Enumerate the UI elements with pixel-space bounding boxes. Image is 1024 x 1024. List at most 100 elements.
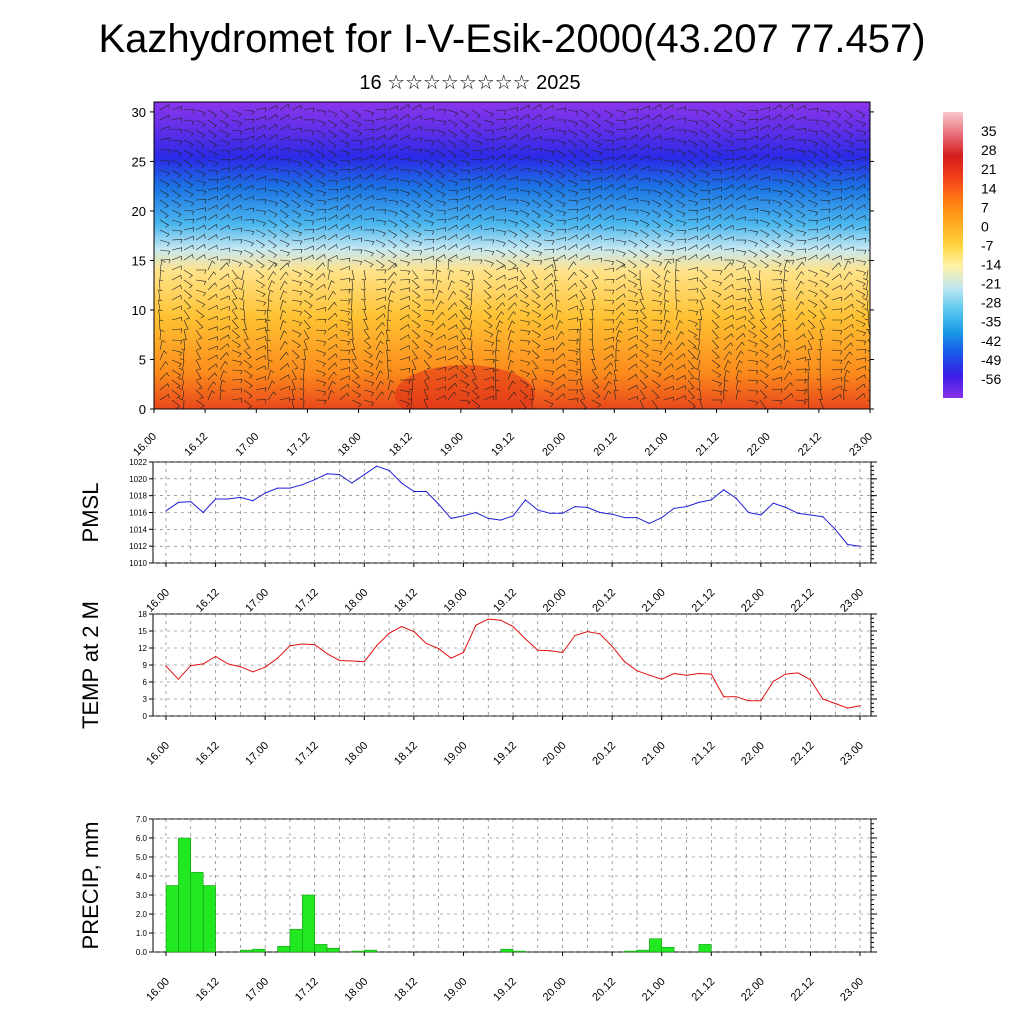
wind-barb [327,389,335,401]
wind-barb [519,134,530,141]
x-tick-label: 22.12 [789,740,817,768]
wind-barb [699,198,711,203]
wind-barb [555,309,562,321]
wind-barb [543,179,554,189]
wind-barb [855,357,867,362]
wind-barb [519,309,530,317]
wind-barb [615,217,627,223]
wind-barb [759,259,769,269]
wind-barb [855,165,866,171]
wind-barb [831,308,843,313]
wind-barb [615,173,626,181]
wind-barb [447,302,457,311]
x-tick-label: 16.12 [182,431,210,459]
pmsl-point [524,499,526,501]
wind-barb [231,239,243,244]
wind-barb [255,124,266,131]
wind-barb [361,289,366,301]
wind-barb [459,169,471,175]
wind-barb [327,312,338,321]
wind-barb [807,254,818,261]
wind-barb [423,319,435,326]
wind-barb [747,229,759,236]
wind-barb [435,300,444,311]
wind-barb [843,224,854,231]
wind-barb [183,149,194,158]
wind-barb [447,355,458,361]
wind-barb [351,379,361,389]
wind-barb [459,204,470,211]
wind-barb [603,193,614,201]
temp-point [252,671,254,673]
wind-barb [171,179,181,189]
wind-barb [158,289,163,301]
x-tick-label: 18.00 [342,740,370,768]
wind-barb [483,194,494,201]
wind-barb [471,167,483,172]
wind-barb [471,214,482,221]
wind-barb [711,309,720,319]
wind-barb [231,349,242,358]
wind-barb [555,119,567,124]
wind-barb [687,349,696,360]
wind-barb [411,279,420,290]
temp-point [301,643,303,645]
wind-barb [411,169,422,177]
wind-barb [807,319,816,330]
wind-barb [711,245,722,251]
y-tick-label: 3.0 [136,891,148,900]
wind-barb [759,359,770,368]
wind-barb [807,107,819,113]
wind-barb [266,339,271,351]
wind-barb [711,204,722,211]
wind-barb [831,214,842,221]
wind-barb [339,299,351,305]
wind-barb [855,329,867,337]
wind-barb [531,169,543,176]
wind-barb [231,269,239,280]
wind-barb [291,369,297,380]
wind-barb [399,269,411,275]
wind-barb [651,379,661,389]
wind-barb [555,363,566,371]
wind-barb [363,119,375,125]
wind-barb [831,339,843,345]
wind-barb [627,373,638,381]
wind-barb [171,199,182,208]
wind-barb [411,258,423,264]
x-tick-label: 20.00 [541,740,569,768]
precip-bar [314,944,328,953]
x-tick-label: 20.12 [590,976,618,1004]
wind-barb [747,135,758,141]
wind-barb [255,355,266,361]
wind-barb [291,189,301,199]
wind-barb [843,185,854,191]
wind-barb [663,363,674,371]
wind-barb [867,329,870,340]
wind-barb [315,244,326,251]
wind-barb [219,295,230,301]
wind-barb [231,164,242,171]
wind-barb [387,219,398,228]
wind-barb [639,299,646,310]
wind-barb [543,219,554,228]
wind-barb [495,284,506,291]
wind-barb [375,304,386,311]
wind-barb [591,139,602,148]
temp-point [685,674,688,676]
wind-barb [555,320,563,331]
wind-barb [783,249,795,256]
wind-barb [614,389,619,401]
wind-barb [351,165,362,171]
wind-barb [399,295,410,301]
wind-barb [735,306,746,312]
wind-barb [507,176,518,181]
wind-barb [303,309,313,319]
wind-barb [231,174,242,181]
wind-barb [483,395,494,401]
wind-barb [447,215,458,221]
wind-barb [795,271,805,281]
wind-barb [327,179,339,185]
wind-barb [363,137,375,142]
wind-barb [347,299,353,311]
